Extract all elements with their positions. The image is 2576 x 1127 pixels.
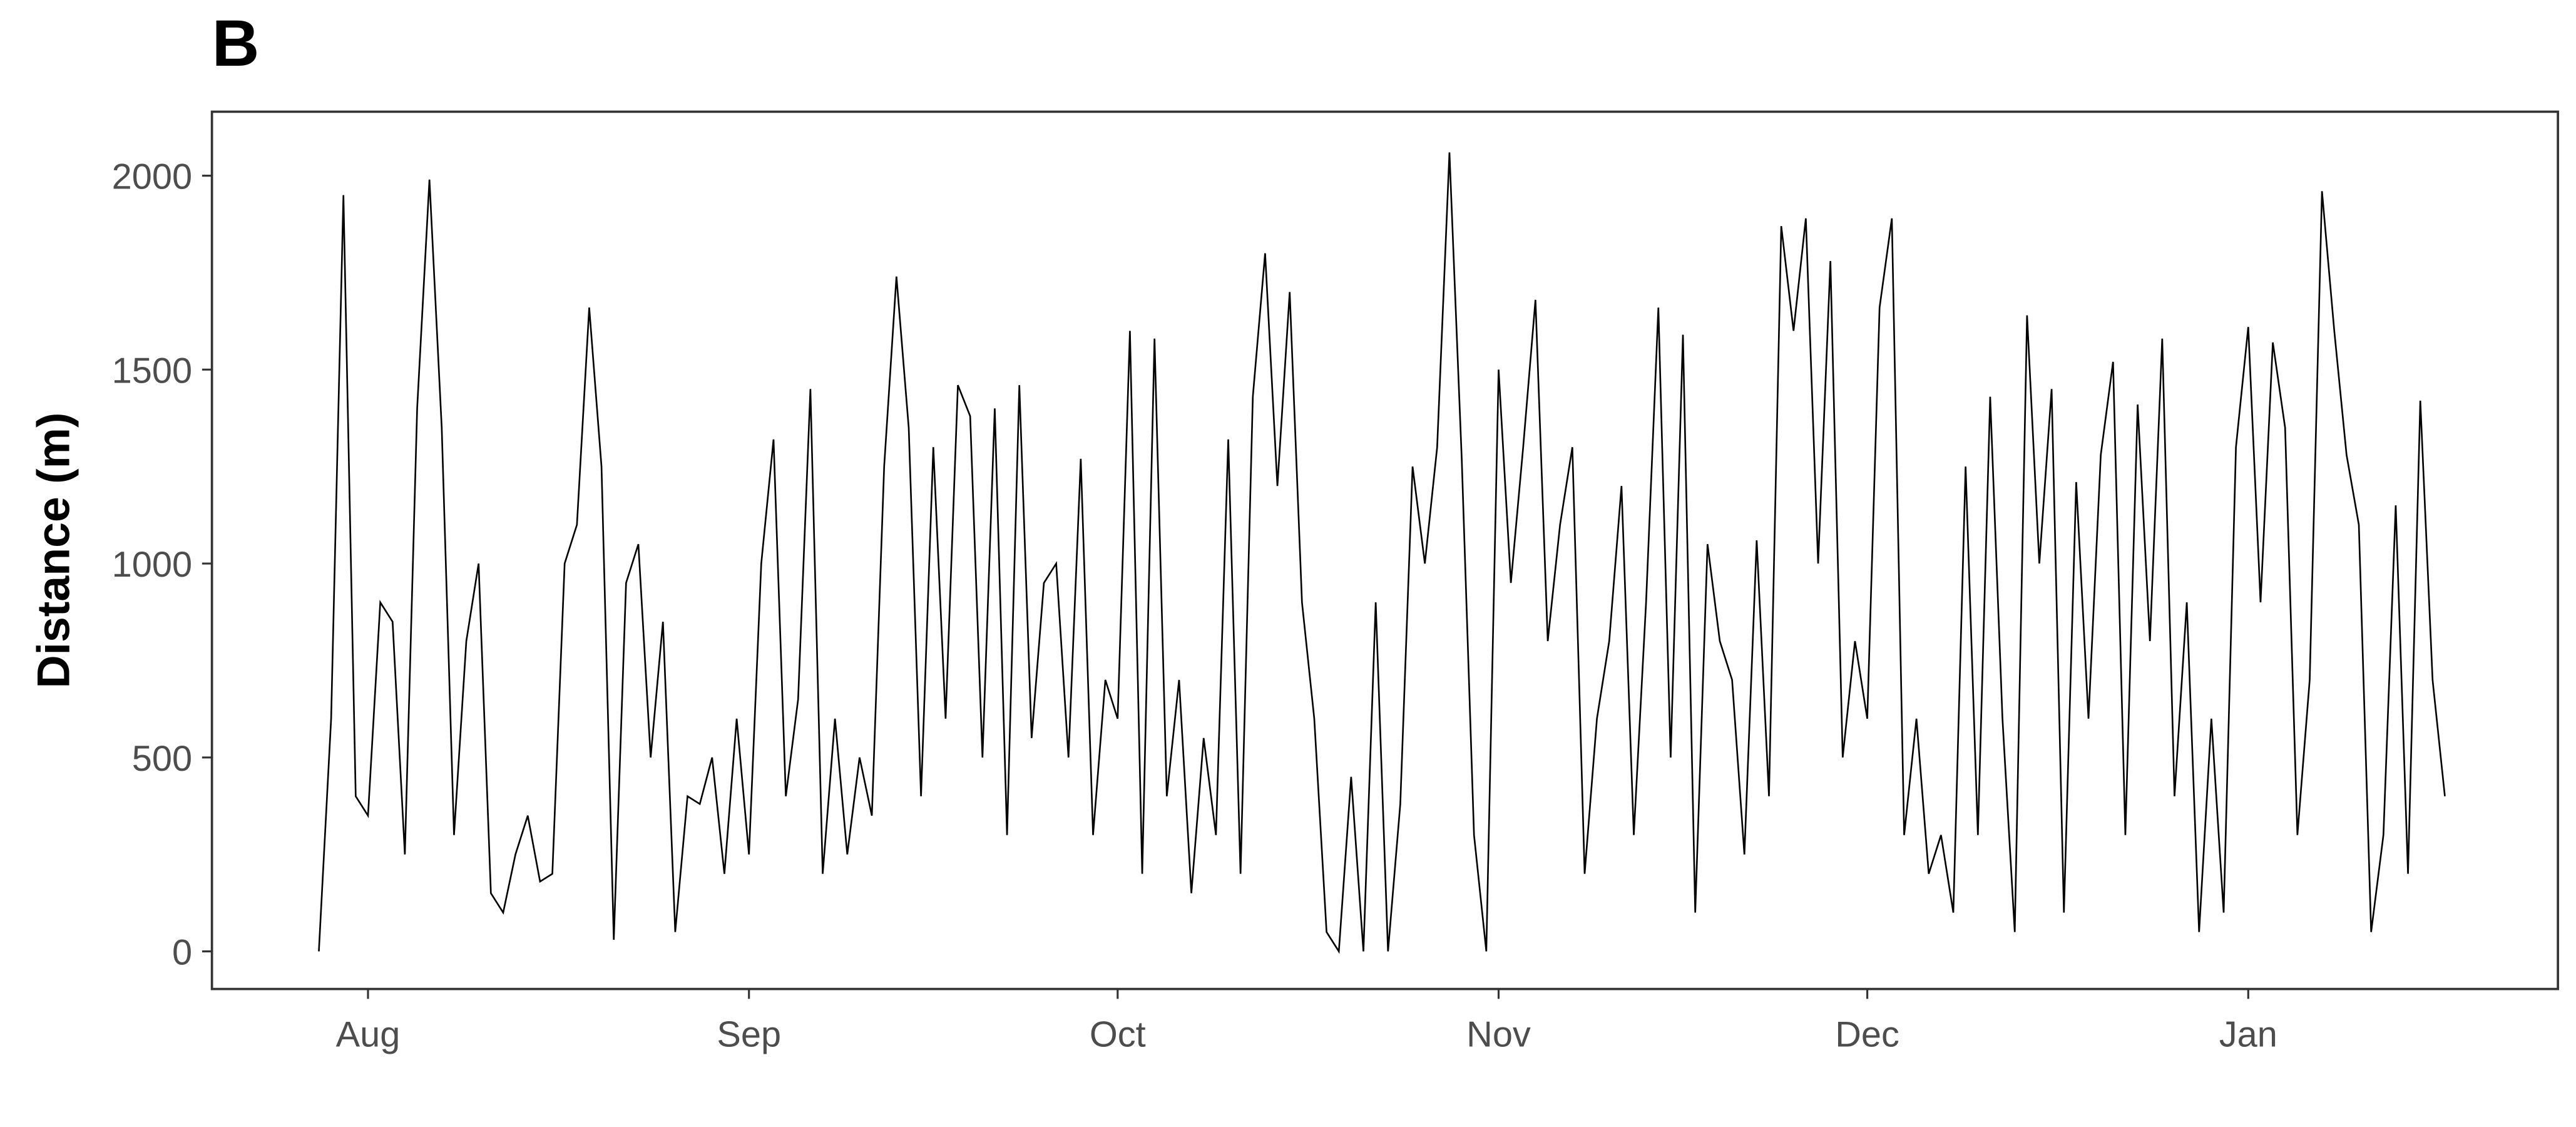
y-axis-label: Distance (m) xyxy=(27,413,79,689)
x-tick-label: Nov xyxy=(1466,1014,1531,1054)
y-tick-label: 1500 xyxy=(112,351,192,391)
x-tick-label: Jan xyxy=(2219,1014,2277,1054)
x-tick-label: Dec xyxy=(1835,1014,1899,1054)
y-tick-label: 500 xyxy=(132,739,192,779)
x-tick-label: Oct xyxy=(1090,1014,1146,1054)
x-tick-label: Sep xyxy=(717,1014,781,1054)
data-line xyxy=(318,152,2446,954)
y-tick-label: 0 xyxy=(172,933,192,973)
y-tick-label: 2000 xyxy=(112,157,192,197)
y-tick-label: 1000 xyxy=(112,545,192,585)
chart-title: B xyxy=(212,7,260,80)
x-tick-label: Aug xyxy=(336,1014,401,1054)
plot-border xyxy=(210,110,2559,991)
